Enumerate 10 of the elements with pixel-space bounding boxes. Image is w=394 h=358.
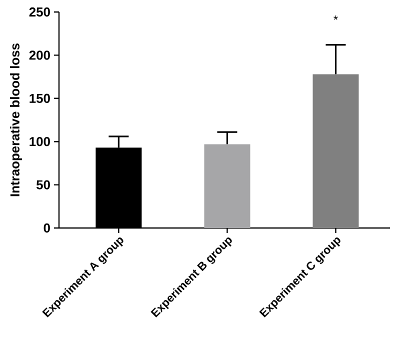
y-tick-label: 100 <box>30 137 50 146</box>
y-tick-label: 0 <box>44 223 50 233</box>
y-tick-label: 200 <box>29 50 50 60</box>
y-tick-label: 150 <box>30 94 50 103</box>
y-axis-title: Intraoperative blood loss <box>10 44 22 196</box>
bar <box>204 144 250 228</box>
bar <box>312 74 359 228</box>
y-tick-label: 50 <box>36 180 50 190</box>
y-tick-label: 250 <box>29 7 50 17</box>
annotation: * <box>334 16 338 20</box>
